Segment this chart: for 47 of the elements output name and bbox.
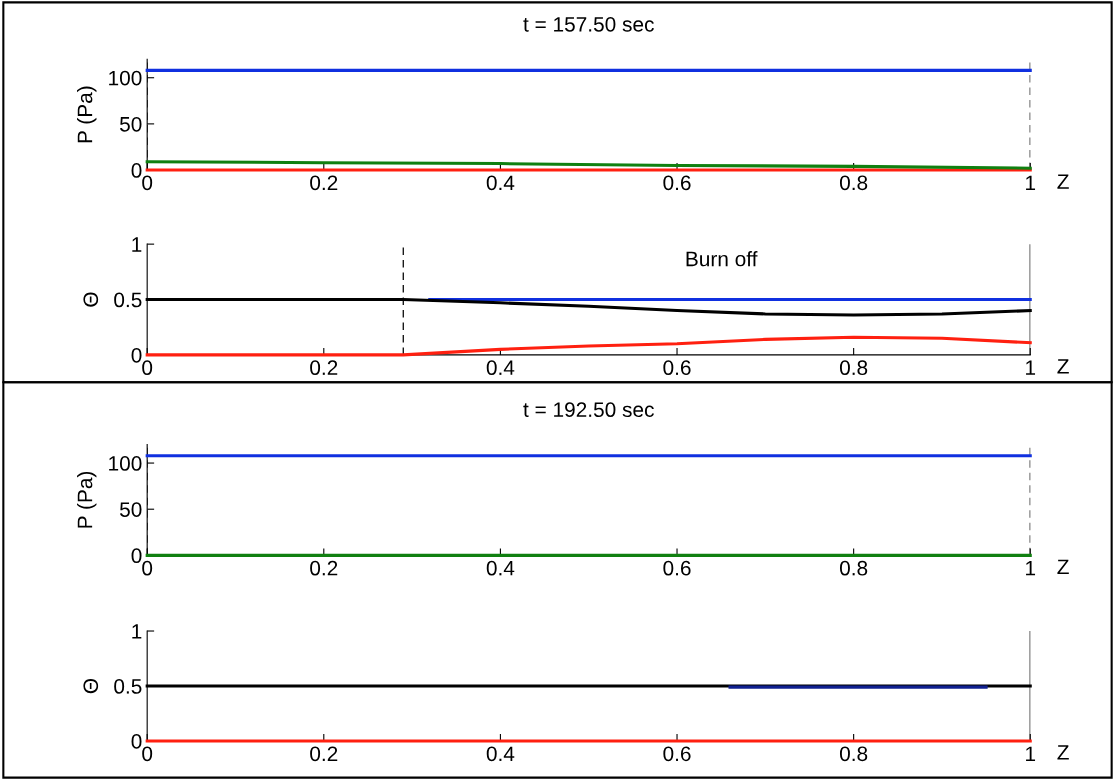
x-tick-label: 0.2 xyxy=(310,560,338,576)
x-tick-label: 1 xyxy=(1026,360,1036,375)
y-axis-title: P (Pa) xyxy=(77,86,97,143)
x-tick-label: 0 xyxy=(142,360,153,376)
x-tick-label: 0 xyxy=(142,560,153,576)
y-tick-label: 0.5 xyxy=(114,679,142,694)
y-tick-label: 1 xyxy=(132,624,142,639)
x-tick-label: 0.6 xyxy=(663,560,691,576)
chart-title: t = 192.50 sec xyxy=(523,402,654,418)
y-tick-label: 0.5 xyxy=(114,292,142,308)
x-axis-title: Z xyxy=(1057,559,1069,575)
x-tick-label: 0.8 xyxy=(839,746,868,762)
y-tick-label: 0 xyxy=(131,734,142,749)
x-tick-label: 0.4 xyxy=(486,746,515,762)
x-tick-label: 1 xyxy=(1026,175,1036,190)
x-axis-title: Z xyxy=(1057,174,1069,189)
y-tick-label: 100 xyxy=(109,70,142,86)
x-tick-label: 0.6 xyxy=(663,746,691,762)
x-tick-label: 0.2 xyxy=(310,175,338,191)
x-tick-label: 0.2 xyxy=(310,360,338,376)
y-tick-label: 0 xyxy=(131,347,142,363)
x-tick-label: 0.8 xyxy=(839,560,868,576)
x-tick-label: 0.6 xyxy=(663,360,691,376)
x-tick-label: 1 xyxy=(1026,746,1036,761)
x-tick-label: 0.4 xyxy=(486,360,515,376)
x-axis-title: Z xyxy=(1057,745,1069,760)
y-tick-label: 0 xyxy=(131,548,142,564)
y-axis-title: Θ xyxy=(83,292,99,307)
y-tick-label: 50 xyxy=(119,116,142,132)
y-tick-label: 50 xyxy=(119,502,142,517)
y-tick-label: 1 xyxy=(132,237,142,252)
chart-title: t = 157.50 sec xyxy=(523,16,654,32)
x-tick-label: 0.8 xyxy=(839,360,868,376)
x-tick-label: 1 xyxy=(1026,560,1036,576)
y-axis-title: P (Pa) xyxy=(77,471,97,528)
x-tick-label: 0.4 xyxy=(486,175,515,191)
x-tick-label: 0.6 xyxy=(663,175,691,191)
y-axis-title: Θ xyxy=(83,678,99,694)
x-tick-label: 0.4 xyxy=(486,560,515,576)
x-axis-title: Z xyxy=(1057,359,1069,374)
x-tick-label: 0 xyxy=(142,746,153,762)
annotation: Burn off xyxy=(686,251,758,267)
x-tick-label: 0.8 xyxy=(839,175,868,191)
x-tick-label: 0.2 xyxy=(310,746,338,762)
x-tick-label: 0 xyxy=(142,175,153,191)
y-tick-label: 0 xyxy=(131,163,142,178)
y-tick-label: 100 xyxy=(109,456,142,471)
